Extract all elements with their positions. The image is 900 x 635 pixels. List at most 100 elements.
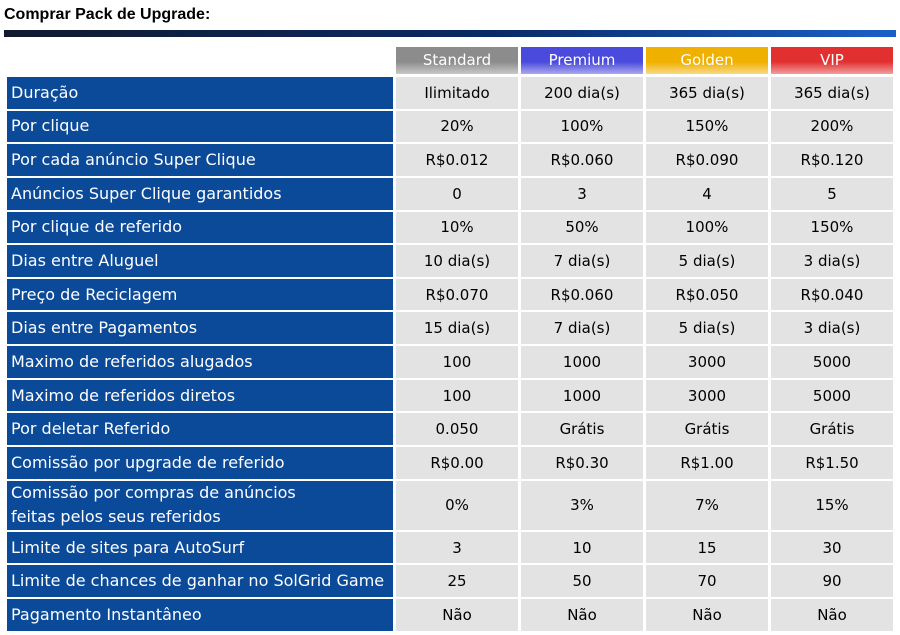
cell-vip: 5000 xyxy=(771,379,893,412)
plan-header-vip[interactable]: VIP xyxy=(771,47,893,74)
table-row: Por clique 20% 100% 150% 200% xyxy=(0,110,900,145)
cell-premium: 10 xyxy=(521,531,643,564)
cell-premium: 50% xyxy=(521,211,643,244)
row-label: Pagamento Instantâneo xyxy=(7,598,393,631)
cell-standard: R$0.012 xyxy=(396,144,518,176)
plan-header-premium[interactable]: Premium xyxy=(521,47,643,74)
row-label: Por clique xyxy=(7,110,393,143)
row-label: Limite de sites para AutoSurf xyxy=(7,531,393,564)
table-row: Limite de sites para AutoSurf 3 10 15 30 xyxy=(0,531,900,566)
cell-vip: 5 xyxy=(771,177,893,210)
cell-standard: 15 dia(s) xyxy=(396,312,518,345)
table-row: Maximo de referidos alugados 100 1000 30… xyxy=(0,346,900,380)
cell-vip: 3 dia(s) xyxy=(771,245,893,277)
plan-header-standard[interactable]: Standard xyxy=(396,47,518,74)
table-row: Comissão por upgrade de referido R$0.00 … xyxy=(0,447,900,481)
table-row: Dias entre Pagamentos 15 dia(s) 7 dia(s)… xyxy=(0,312,900,346)
cell-vip: 30 xyxy=(771,531,893,564)
cell-vip: Grátis xyxy=(771,413,893,446)
cell-vip: 365 dia(s) xyxy=(771,77,893,109)
table-row: Duração Ilimitado 200 dia(s) 365 dia(s) … xyxy=(0,77,900,111)
table-row: Anúncios Super Clique garantidos 0 3 4 5 xyxy=(0,177,900,212)
cell-standard: Não xyxy=(396,598,518,631)
cell-vip: 200% xyxy=(771,110,893,143)
cell-golden: 3000 xyxy=(646,346,768,378)
cell-golden: Grátis xyxy=(646,413,768,446)
cell-golden: Não xyxy=(646,598,768,631)
table-row: Pagamento Instantâneo Não Não Não Não xyxy=(0,598,900,633)
cell-standard: 100 xyxy=(396,379,518,412)
cell-premium: R$0.060 xyxy=(521,144,643,176)
cell-premium: Grátis xyxy=(521,413,643,446)
table-row: Dias entre Aluguel 10 dia(s) 7 dia(s) 5 … xyxy=(0,245,900,279)
cell-golden: R$1.00 xyxy=(646,447,768,479)
cell-vip: R$0.040 xyxy=(771,278,893,311)
table-row: Maximo de referidos diretos 100 1000 300… xyxy=(0,379,900,414)
cell-premium: 7 dia(s) xyxy=(521,245,643,277)
cell-standard: 10 dia(s) xyxy=(396,245,518,277)
table-row: Comissão por compras de anúncios feitas … xyxy=(0,480,900,532)
row-label: Limite de chances de ganhar no SolGrid G… xyxy=(7,565,393,597)
table-row: Preço de Reciclagem R$0.070 R$0.060 R$0.… xyxy=(0,278,900,313)
row-label: Comissão por compras de anúncios feitas … xyxy=(7,480,393,530)
cell-golden: 150% xyxy=(646,110,768,143)
cell-standard: 20% xyxy=(396,110,518,143)
row-label-line: Comissão por compras de anúncios xyxy=(11,483,296,503)
row-label: Maximo de referidos alugados xyxy=(7,346,393,378)
cell-premium: R$0.30 xyxy=(521,447,643,479)
row-label: Por deletar Referido xyxy=(7,413,393,446)
row-label-line: feitas pelos seus referidos xyxy=(11,507,221,527)
cell-golden: 70 xyxy=(646,565,768,597)
cell-vip: Não xyxy=(771,598,893,631)
cell-standard: 0.050 xyxy=(396,413,518,446)
cell-golden: R$0.050 xyxy=(646,278,768,311)
row-label: Por cada anúncio Super Clique xyxy=(7,144,393,176)
cell-golden: 365 dia(s) xyxy=(646,77,768,109)
cell-vip: 3 dia(s) xyxy=(771,312,893,345)
cell-golden: 7% xyxy=(646,480,768,530)
cell-standard: 3 xyxy=(396,531,518,564)
page-title: Comprar Pack de Upgrade: xyxy=(4,6,211,23)
row-label: Anúncios Super Clique garantidos xyxy=(7,177,393,210)
table-row: Por deletar Referido 0.050 Grátis Grátis… xyxy=(0,413,900,447)
cell-premium: 1000 xyxy=(521,346,643,378)
table-row: Por clique de referido 10% 50% 100% 150% xyxy=(0,211,900,246)
table-row: Limite de chances de ganhar no SolGrid G… xyxy=(0,565,900,599)
comparison-table: Duração Ilimitado 200 dia(s) 365 dia(s) … xyxy=(0,77,900,633)
cell-premium: 50 xyxy=(521,565,643,597)
cell-premium: 100% xyxy=(521,110,643,143)
cell-standard: 25 xyxy=(396,565,518,597)
row-label: Comissão por upgrade de referido xyxy=(7,447,393,479)
row-label: Por clique de referido xyxy=(7,211,393,244)
cell-premium: 1000 xyxy=(521,379,643,412)
cell-golden: R$0.090 xyxy=(646,144,768,176)
cell-golden: 4 xyxy=(646,177,768,210)
cell-premium: Não xyxy=(521,598,643,631)
cell-vip: R$1.50 xyxy=(771,447,893,479)
cell-standard: 0% xyxy=(396,480,518,530)
cell-premium: 3 xyxy=(521,177,643,210)
cell-vip: 150% xyxy=(771,211,893,244)
title-divider xyxy=(4,30,896,37)
cell-premium: 3% xyxy=(521,480,643,530)
row-label: Maximo de referidos diretos xyxy=(7,379,393,412)
row-label: Dias entre Pagamentos xyxy=(7,312,393,345)
cell-standard: R$0.00 xyxy=(396,447,518,479)
cell-golden: 100% xyxy=(646,211,768,244)
cell-golden: 5 dia(s) xyxy=(646,245,768,277)
cell-premium: 200 dia(s) xyxy=(521,77,643,109)
cell-premium: R$0.060 xyxy=(521,278,643,311)
cell-golden: 15 xyxy=(646,531,768,564)
cell-standard: 0 xyxy=(396,177,518,210)
plan-header-golden[interactable]: Golden xyxy=(646,47,768,74)
cell-standard: 100 xyxy=(396,346,518,378)
cell-golden: 3000 xyxy=(646,379,768,412)
cell-vip: R$0.120 xyxy=(771,144,893,176)
cell-vip: 90 xyxy=(771,565,893,597)
cell-vip: 5000 xyxy=(771,346,893,378)
row-label: Preço de Reciclagem xyxy=(7,278,393,311)
row-label: Dias entre Aluguel xyxy=(7,245,393,277)
cell-standard: R$0.070 xyxy=(396,278,518,311)
table-row: Por cada anúncio Super Clique R$0.012 R$… xyxy=(0,144,900,178)
cell-premium: 7 dia(s) xyxy=(521,312,643,345)
